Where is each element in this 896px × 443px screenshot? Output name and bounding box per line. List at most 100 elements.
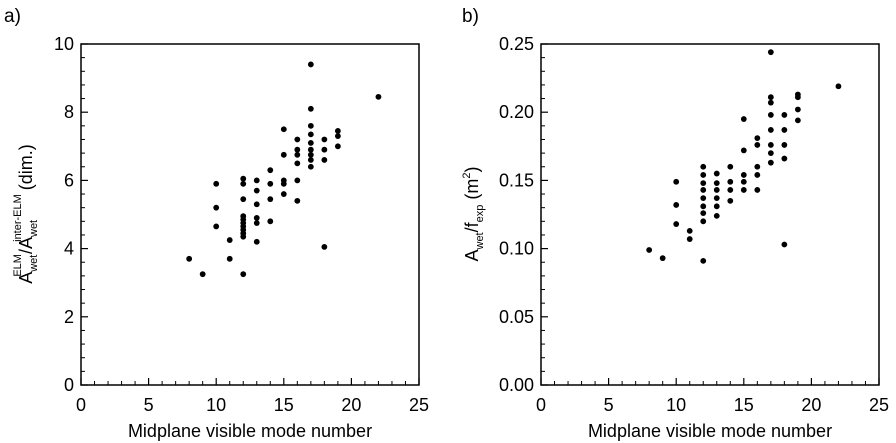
data-point [253, 201, 260, 208]
data-point [240, 180, 247, 187]
data-point [253, 215, 260, 221]
panel-b-x-axis-label: Midplane visible mode number [588, 421, 832, 441]
y-tick-label: 0.05 [499, 307, 534, 327]
data-point [213, 223, 220, 230]
x-tick-label: 25 [409, 395, 429, 415]
y-tick-label: 4 [64, 239, 74, 259]
data-point [294, 160, 301, 167]
data-point [727, 187, 734, 193]
data-point [307, 157, 314, 163]
data-point [186, 255, 193, 262]
data-point [307, 122, 314, 129]
data-point [700, 163, 707, 170]
panel-a-plot-frame [80, 43, 420, 386]
panel-b-ylabel-sub2: exp [474, 205, 486, 223]
y-tick-label: 8 [64, 102, 74, 122]
data-point [226, 237, 233, 243]
data-point [767, 150, 774, 157]
panel-a: a) 0 5 10 15 20 25 0 2 4 6 8 10 Midplane visible m… [4, 6, 429, 441]
data-point [659, 255, 666, 262]
data-point [727, 178, 734, 185]
panel-a-ylabel-sup2: inter-ELM [12, 194, 24, 242]
data-point [375, 93, 382, 100]
panel-a-ylabel-suffix: (dim.) [16, 144, 36, 190]
y-tick-label: 0.15 [499, 170, 534, 190]
data-point [321, 136, 328, 143]
data-point [767, 99, 774, 106]
data-point [307, 139, 314, 146]
data-point [781, 112, 788, 118]
data-point [253, 177, 260, 184]
data-point [713, 187, 720, 193]
panel-b-ylabel-base1: A [462, 250, 482, 262]
data-point [240, 175, 247, 182]
panel-b-ylabel-slash: /f [462, 221, 482, 232]
data-point [700, 180, 707, 187]
x-tick-label: 15 [274, 395, 294, 415]
data-point [267, 180, 274, 187]
data-point [253, 238, 260, 245]
panel-b-x-ticks: 0 5 10 15 20 25 [536, 378, 889, 415]
data-point [334, 143, 341, 150]
y-tick-label: 2 [64, 307, 74, 327]
panel-b-ylabel-unit-open: (m [462, 179, 482, 205]
y-tick-label: 0.25 [499, 34, 534, 54]
data-point [767, 94, 774, 101]
data-point [727, 197, 734, 204]
panel-b-y-ticks: 0.00 0.05 0.10 0.15 0.20 0.25 [499, 34, 548, 395]
y-tick-label: 0.10 [499, 239, 534, 259]
panel-b-y-axis-label: Awet/fexp (m2) [461, 166, 486, 261]
data-point [794, 106, 801, 113]
y-tick-label: 0.20 [499, 102, 534, 122]
data-point [740, 172, 747, 178]
data-point [213, 204, 220, 211]
data-point [754, 172, 761, 178]
data-point [700, 172, 707, 178]
x-tick-label: 20 [801, 395, 821, 415]
panel-b-ylabel-sub1: wet [474, 232, 486, 250]
x-tick-label: 25 [869, 395, 889, 415]
data-point [307, 146, 314, 153]
data-point [240, 196, 247, 203]
data-point [307, 131, 314, 138]
panel-a-y-axis-label: AwetELM/Awetinter-ELM(dim.) [12, 144, 40, 284]
panel-a-x-ticks: 0 5 10 15 20 25 [76, 378, 429, 415]
panel-a-ylabel-sub2: wet [28, 220, 40, 238]
data-point [307, 105, 314, 112]
panel-b: b) 0 5 10 15 20 25 0.00 0.05 0.10 0.15 0.20 0.25 M… [461, 6, 889, 441]
data-point [794, 94, 801, 101]
x-tick-label: 5 [144, 395, 154, 415]
x-tick-label: 10 [666, 395, 686, 415]
y-tick-label: 10 [54, 34, 74, 54]
y-tick-label: 0 [64, 375, 74, 395]
data-point [673, 202, 680, 208]
data-point [307, 151, 314, 158]
y-tick-label: 0.00 [499, 375, 534, 395]
data-point [727, 163, 734, 170]
data-point [280, 191, 287, 197]
data-point [321, 146, 328, 153]
data-point [700, 210, 707, 217]
panel-b-plot-frame [540, 43, 880, 386]
panel-b-ylabel-unit-sup: 2 [461, 172, 473, 178]
data-point [700, 195, 707, 202]
data-point [280, 180, 287, 187]
data-point [294, 177, 301, 184]
data-point [294, 197, 301, 204]
data-point [767, 142, 774, 148]
data-point [267, 196, 274, 203]
panel-a-ylabel-base2: A [16, 237, 36, 249]
data-point [334, 128, 341, 134]
panel-b-label: b) [462, 6, 479, 27]
data-point [321, 157, 328, 163]
data-point [673, 221, 680, 227]
data-point [713, 212, 720, 219]
panel-a-y-ticks: 0 2 4 6 8 10 [54, 34, 88, 395]
data-point [740, 178, 747, 185]
data-point [280, 151, 287, 158]
x-tick-label: 0 [536, 395, 546, 415]
data-point [646, 247, 653, 253]
panel-a-ylabel-base1: A [16, 272, 36, 284]
data-point [767, 49, 774, 56]
data-point [307, 163, 314, 170]
